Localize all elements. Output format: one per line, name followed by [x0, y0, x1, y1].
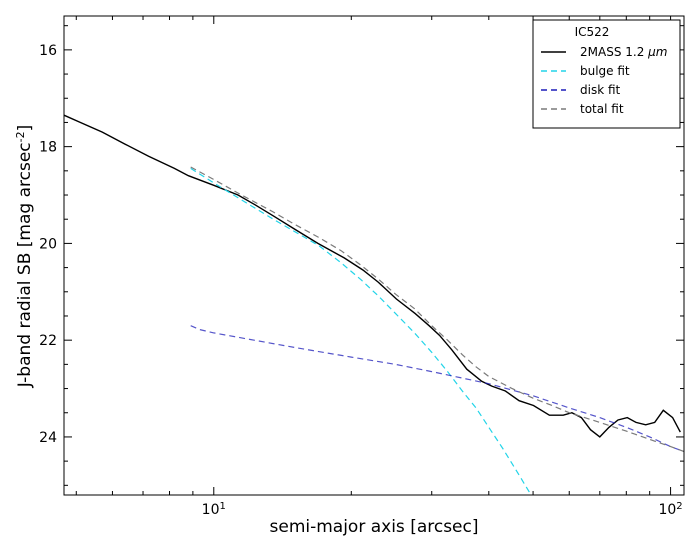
legend-box — [532, 19, 681, 129]
legend-label-3: disk fit — [580, 83, 621, 97]
legend: IC522 2MASS 1.2 μm bulge fit disk fit total… — [532, 19, 681, 129]
y-axis-title-exponent: -2 — [14, 131, 27, 142]
legend-entries: 2MASS 1.2 μm bulge fit disk fit total fit — [541, 45, 667, 116]
series-line-disk-fit — [190, 325, 684, 453]
legend-label-2: bulge fit — [580, 64, 630, 78]
series-line-2mass-1-2-m — [64, 114, 681, 438]
ticks-layer: 16 18 20 22 24 101 102 — [39, 16, 684, 518]
x-tick-label: 102 — [658, 501, 682, 519]
y-tick-label: 18 — [39, 140, 57, 156]
plot-frame — [63, 15, 685, 496]
x-axis-title: semi-major axis [arcsec] — [270, 517, 479, 537]
y-tick-label: 24 — [39, 430, 57, 446]
legend-title: IC522 — [575, 25, 610, 39]
x-tick-label: 101 — [202, 501, 226, 519]
y-axis-title-close: ] — [15, 125, 35, 132]
y-tick-label: 16 — [39, 43, 57, 59]
series-line-total-fit — [190, 166, 684, 453]
y-tick-label: 22 — [39, 333, 57, 349]
y-axis-title: J-band radial SB [mag arcsec-2] — [14, 125, 36, 389]
legend-label-1: 2MASS 1.2 μm — [580, 45, 667, 59]
y-axis-title-main: J-band radial SB [mag arcsec — [15, 142, 35, 388]
series-layer — [64, 114, 684, 495]
series-line-bulge-fit — [190, 167, 532, 495]
legend-label-4: total fit — [580, 102, 624, 116]
y-tick-label: 20 — [39, 236, 57, 252]
